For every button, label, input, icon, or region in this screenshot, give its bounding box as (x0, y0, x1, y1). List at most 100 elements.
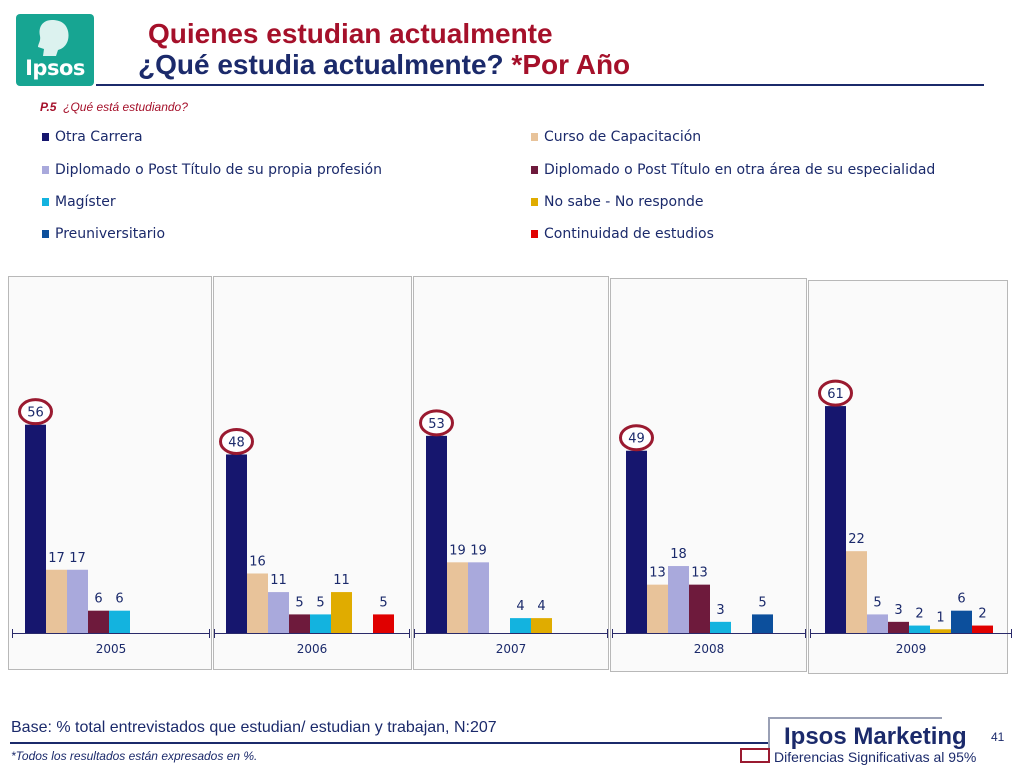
x-tick-label: 2009 (896, 642, 927, 656)
footer-divider (10, 742, 770, 744)
bar (510, 618, 531, 633)
bar (972, 625, 993, 633)
bar (689, 584, 710, 633)
bar (626, 450, 647, 633)
bar (531, 618, 552, 633)
data-label: 16 (249, 554, 266, 569)
footnote: *Todos los resultados están expresados e… (11, 749, 258, 763)
legend-swatch (42, 166, 49, 174)
data-label: 22 (848, 532, 865, 547)
significance-circle (619, 424, 654, 452)
legend-label: Preuniversitario (55, 226, 166, 242)
bar (752, 614, 773, 633)
x-tick-label: 2005 (96, 642, 127, 656)
data-label: 6 (94, 592, 102, 607)
data-label: 5 (873, 595, 881, 610)
bar (331, 592, 352, 633)
significance-legend-icon (740, 748, 770, 763)
data-label: 19 (470, 543, 487, 558)
bar (846, 551, 867, 633)
logo-text: Ipsos (25, 56, 85, 80)
legend-item: Continuidad de estudios (531, 226, 714, 242)
bar (426, 435, 447, 633)
data-label: 3 (894, 603, 902, 618)
data-label: 5 (758, 595, 766, 610)
data-label: 2 (978, 607, 986, 622)
legend-item: Curso de Capacitación (531, 129, 701, 145)
bar (46, 569, 67, 633)
bar (710, 621, 731, 633)
bar (226, 454, 247, 633)
data-label: 48 (228, 435, 245, 450)
significance-legend-label: Diferencias Significativas al 95% (774, 749, 977, 765)
bar (67, 569, 88, 633)
significance-circle (419, 409, 454, 437)
data-label: 5 (379, 595, 387, 610)
bar (468, 562, 489, 633)
data-label: 18 (670, 547, 687, 562)
data-label: 5 (316, 595, 324, 610)
legend-swatch (531, 166, 538, 174)
data-label: 4 (516, 599, 524, 614)
data-label: 56 (27, 406, 44, 421)
bar (668, 566, 689, 633)
legend-item: Diplomado o Post Título de su propia pro… (42, 162, 382, 178)
data-label: 2 (915, 607, 923, 622)
legend-label: Diplomado o Post Título en otra área de … (544, 162, 936, 178)
data-label: 3 (716, 603, 724, 618)
data-label: 17 (69, 551, 86, 566)
significance-circle (18, 398, 53, 426)
data-label: 11 (270, 573, 287, 588)
legend-item: Preuniversitario (42, 226, 165, 242)
significance-circle (818, 379, 853, 407)
bar (25, 424, 46, 633)
x-tick-label: 2007 (496, 642, 527, 656)
x-tick-label: 2006 (297, 642, 328, 656)
bar (909, 625, 930, 633)
bar (951, 610, 972, 633)
data-label: 19 (449, 543, 466, 558)
data-label: 13 (649, 566, 666, 581)
page-title: Quienes estudian actualmente (148, 18, 553, 49)
question-text: ¿Qué está estudiando? (63, 100, 188, 114)
page-number: 41 (991, 730, 1005, 744)
legend-label: Continuidad de estudios (544, 226, 714, 242)
brand-name: Ipsos Marketing (784, 723, 967, 750)
legend-label: Curso de Capacitación (544, 129, 702, 145)
legend-swatch (531, 230, 538, 238)
data-label: 6 (957, 592, 965, 607)
legend-label: No sabe - No responde (544, 194, 704, 210)
bar (268, 592, 289, 633)
legend-swatch (42, 133, 49, 141)
bar (647, 584, 668, 633)
bar (247, 573, 268, 633)
bar (888, 621, 909, 633)
x-tick-label: 2008 (694, 642, 725, 656)
subtitle-question: ¿Qué estudia actualmente? (138, 49, 512, 80)
subtitle-by-year: *Por Año (511, 49, 631, 80)
data-label: 11 (333, 573, 350, 588)
data-label: 49 (628, 432, 645, 447)
significance-circle (219, 427, 254, 455)
data-label: 13 (691, 566, 708, 581)
legend-swatch (531, 133, 538, 141)
ipsos-logo: Ipsos (16, 14, 94, 86)
data-label: 17 (48, 551, 65, 566)
title-divider (96, 84, 984, 86)
data-label: 53 (428, 417, 445, 432)
data-label: 4 (537, 599, 545, 614)
legend-label: Otra Carrera (55, 129, 143, 145)
bar (447, 562, 468, 633)
page-subtitle: ¿Qué estudia actualmente? *Por Año (138, 49, 630, 81)
bar (373, 614, 394, 633)
data-label: 5 (295, 595, 303, 610)
legend-item: No sabe - No responde (531, 194, 703, 210)
data-label: 1 (936, 610, 944, 625)
base-note: Base: % total entrevistados que estudian… (11, 719, 497, 736)
question-code: P.5 (40, 100, 57, 114)
legend-swatch (531, 198, 538, 206)
legend-item: Magíster (42, 194, 116, 210)
question-label: P.5 ¿Qué está estudiando? (40, 100, 188, 114)
logo-profile-icon (38, 20, 69, 56)
